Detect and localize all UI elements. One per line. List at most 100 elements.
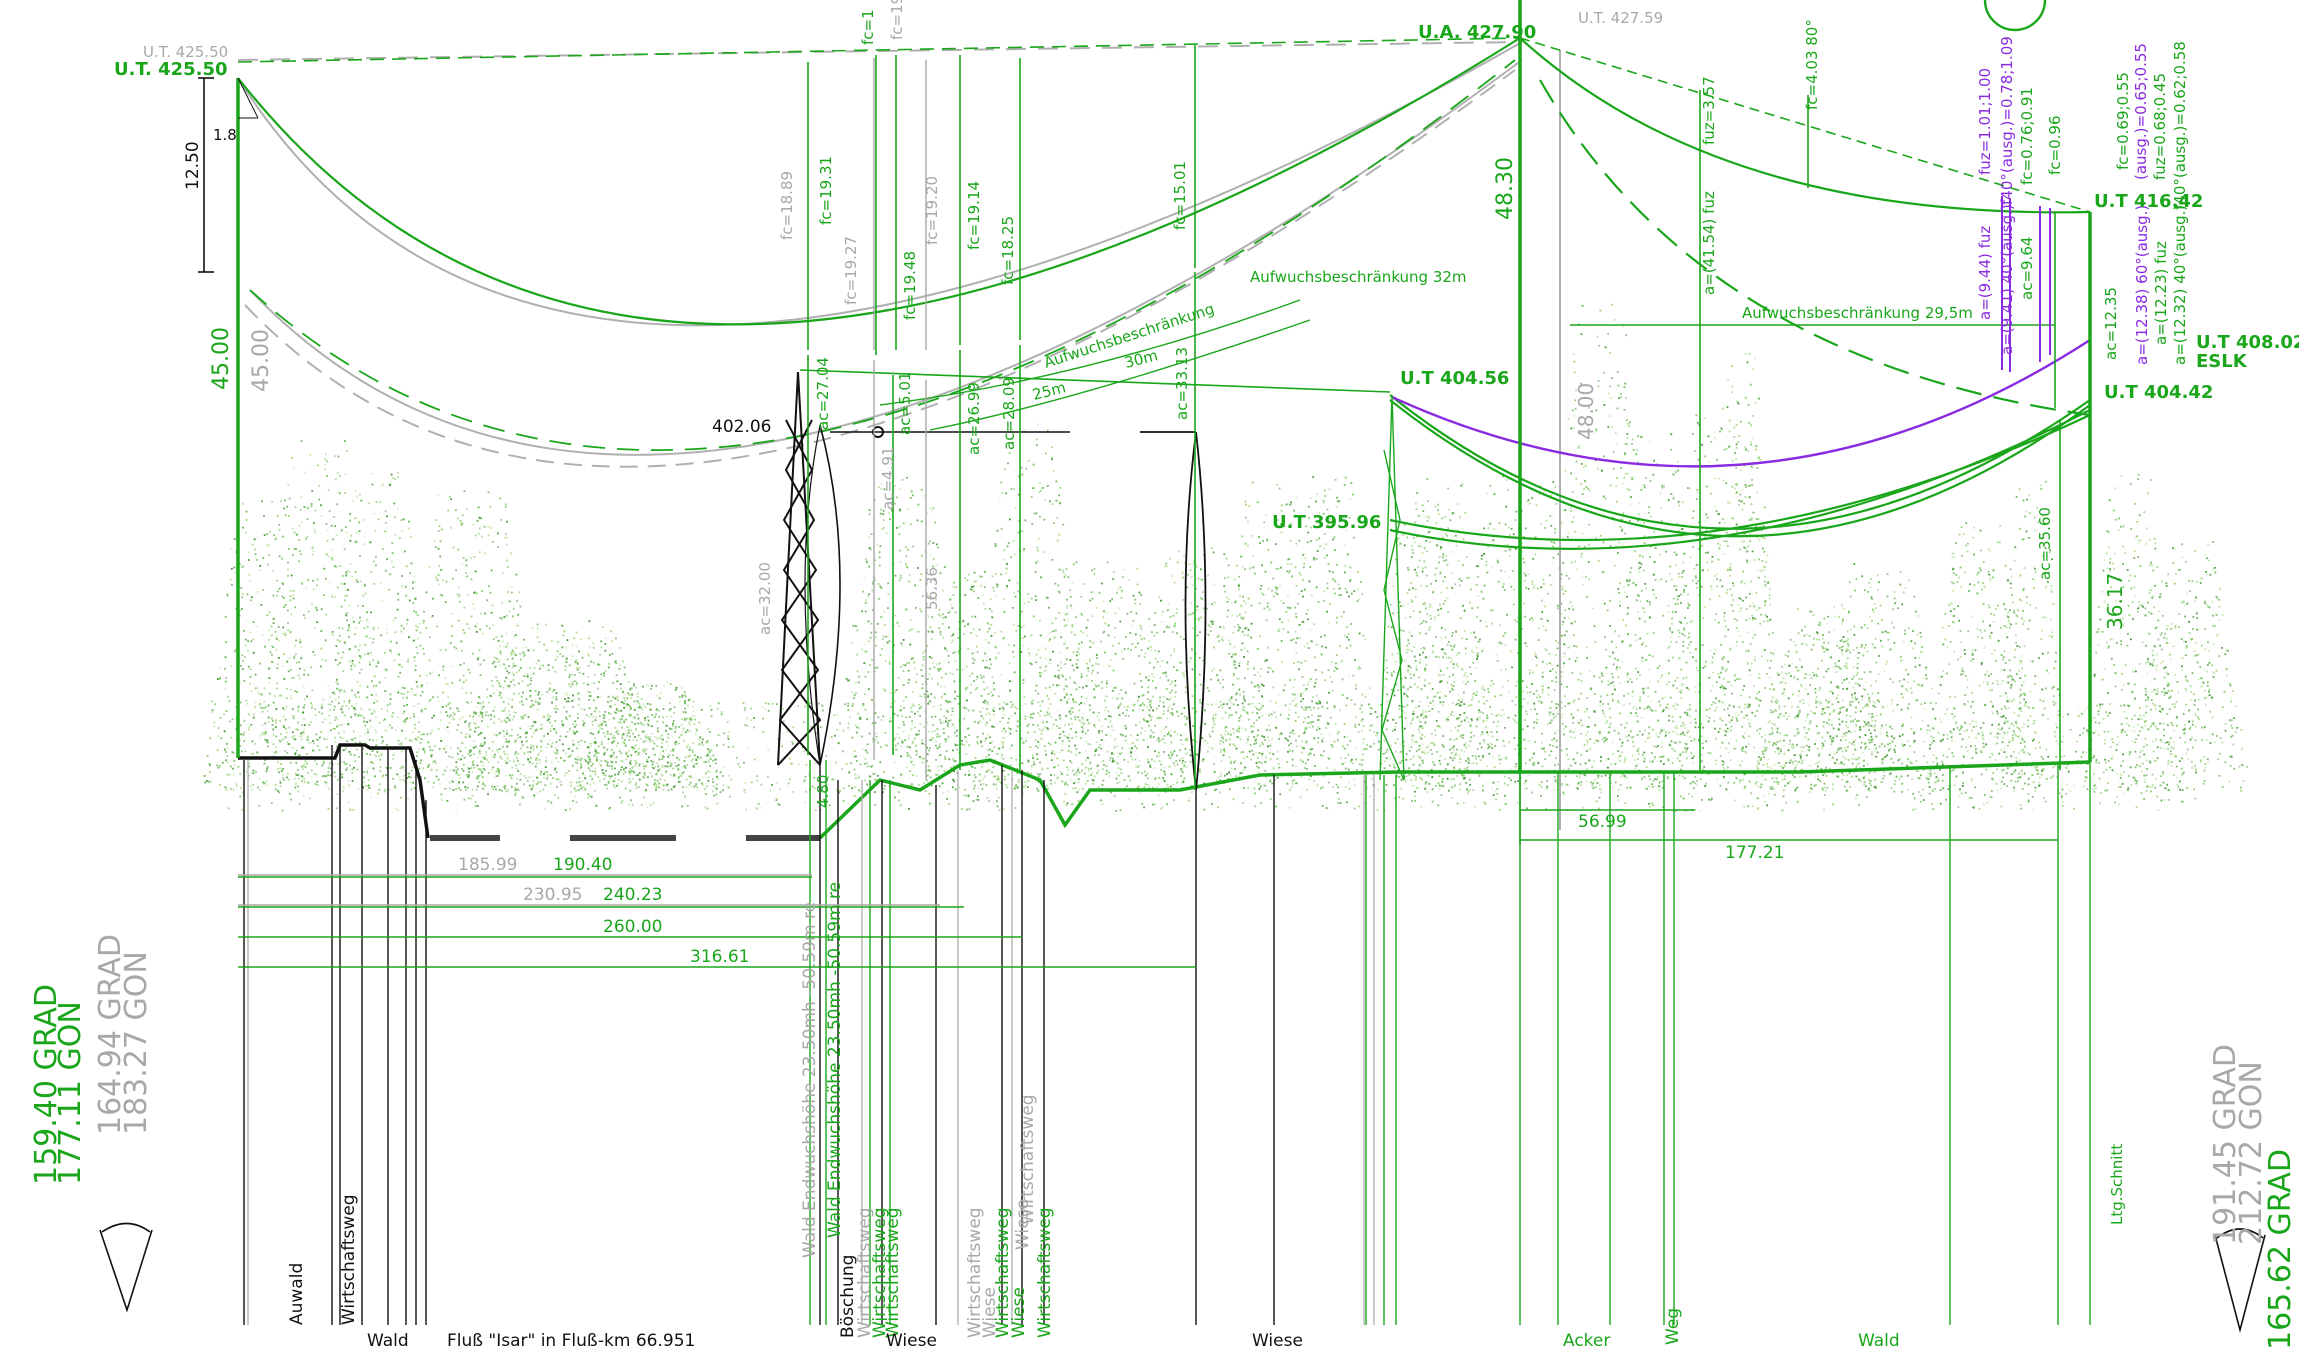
vegetation-point (1165, 562, 1168, 565)
vegetation-point (324, 781, 327, 783)
vegetation-point (936, 774, 939, 776)
vegetation-point (1136, 567, 1139, 570)
vegetation-point (700, 781, 703, 784)
vegetation-point (1295, 612, 1297, 615)
vegetation-point (1064, 663, 1067, 665)
vegetation-point (1074, 744, 1076, 747)
vegetation-point (249, 682, 251, 685)
vegetation-point (1249, 703, 1252, 705)
vegetation-point (1269, 752, 1271, 755)
vegetation-point (921, 664, 924, 667)
vegetation-point (1009, 728, 1012, 730)
vegetation-point (525, 698, 528, 700)
vegetation-point (677, 742, 680, 745)
vegetation-point (845, 763, 848, 765)
vegetation-point (1106, 561, 1109, 564)
vegetation-point (971, 588, 973, 591)
vegetation-point (362, 519, 365, 521)
vegetation-point (664, 749, 667, 751)
vegetation-point (414, 727, 417, 730)
vegetation-point (1059, 751, 1062, 753)
vegetation-point (882, 513, 885, 515)
vegetation-point (508, 740, 510, 743)
vegetation-point (1068, 740, 1071, 742)
vegetation-point (956, 748, 959, 751)
vegetation-point (449, 714, 452, 716)
vegetation-point (1037, 692, 1040, 695)
vegetation-point (389, 703, 392, 705)
vegetation-point (869, 637, 872, 639)
vegetation-point (615, 660, 617, 662)
vegetation-point (1304, 762, 1307, 765)
vegetation-point (230, 547, 232, 550)
vegetation-point (1173, 581, 1176, 584)
vegetation-point (389, 649, 392, 652)
vegetation-point (887, 607, 889, 609)
vegetation-point (1087, 722, 1090, 725)
vegetation-point (921, 761, 924, 764)
vegetation-point (1151, 631, 1153, 633)
vegetation-point (1022, 624, 1025, 627)
vegetation-point (1289, 789, 1292, 792)
vegetation-point (513, 790, 516, 792)
vegetation-point (921, 687, 924, 690)
vegetation-point (650, 688, 652, 690)
vegetation-point (541, 693, 544, 696)
vegetation-point (348, 624, 350, 626)
vegetation-point (1237, 624, 1240, 626)
vegetation-point (1309, 723, 1312, 725)
vegetation-point (621, 715, 624, 718)
vegetation-point (369, 761, 372, 764)
vegetation-point (1207, 703, 1210, 706)
vegetation-point (1357, 668, 1360, 670)
vegetation-point (437, 728, 440, 730)
vegetation-point (439, 593, 442, 596)
vegetation-point (1331, 661, 1333, 663)
vegetation-point (1009, 518, 1011, 521)
vegetation-point (532, 784, 534, 787)
vegetation-point (1022, 682, 1025, 684)
vegetation-point (848, 679, 851, 681)
vegetation-point (1000, 481, 1003, 484)
vegetation-point (1238, 775, 1240, 778)
vegetation-point (615, 708, 618, 710)
vegetation-point (1294, 720, 1297, 722)
vegetation-point (310, 666, 313, 669)
vegetation-point (410, 688, 413, 690)
vegetation-point (209, 737, 212, 740)
vegetation-point (1266, 789, 1268, 792)
vegetation-point (689, 775, 691, 778)
vegetation-point (982, 717, 985, 720)
vegetation-point (1051, 503, 1054, 506)
vegetation-point (363, 776, 365, 779)
vegetation-point (1140, 594, 1143, 596)
vegetation-point (283, 779, 286, 781)
vegetation-point (929, 747, 931, 749)
vegetation-point (1111, 697, 1114, 700)
vegetation-point (1253, 685, 1256, 688)
vegetation-point (406, 622, 408, 625)
vegetation-point (676, 687, 678, 689)
vegetation-point (415, 611, 417, 614)
vegetation-point (1291, 575, 1294, 578)
vegetation-point (1073, 681, 1076, 684)
vegetation-point (437, 494, 440, 497)
vegetation-point (295, 782, 298, 785)
vegetation-point (1225, 557, 1228, 560)
vegetation-point (573, 662, 576, 665)
vegetation-point (921, 675, 924, 677)
vegetation-point (1142, 718, 1145, 720)
vegetation-point (895, 749, 898, 751)
vegetation-point (551, 690, 554, 693)
vegetation-point (529, 696, 532, 698)
vegetation-point (1280, 510, 1283, 512)
vegetation-point (874, 666, 877, 669)
vegetation-point (356, 680, 359, 683)
vegetation-point (922, 595, 924, 597)
vegetation-point (625, 758, 628, 761)
vegetation-point (637, 702, 640, 704)
vegetation-point (529, 756, 532, 759)
vegetation-point (999, 630, 1002, 633)
vegetation-point (1027, 648, 1030, 650)
vegetation-point (649, 738, 652, 741)
